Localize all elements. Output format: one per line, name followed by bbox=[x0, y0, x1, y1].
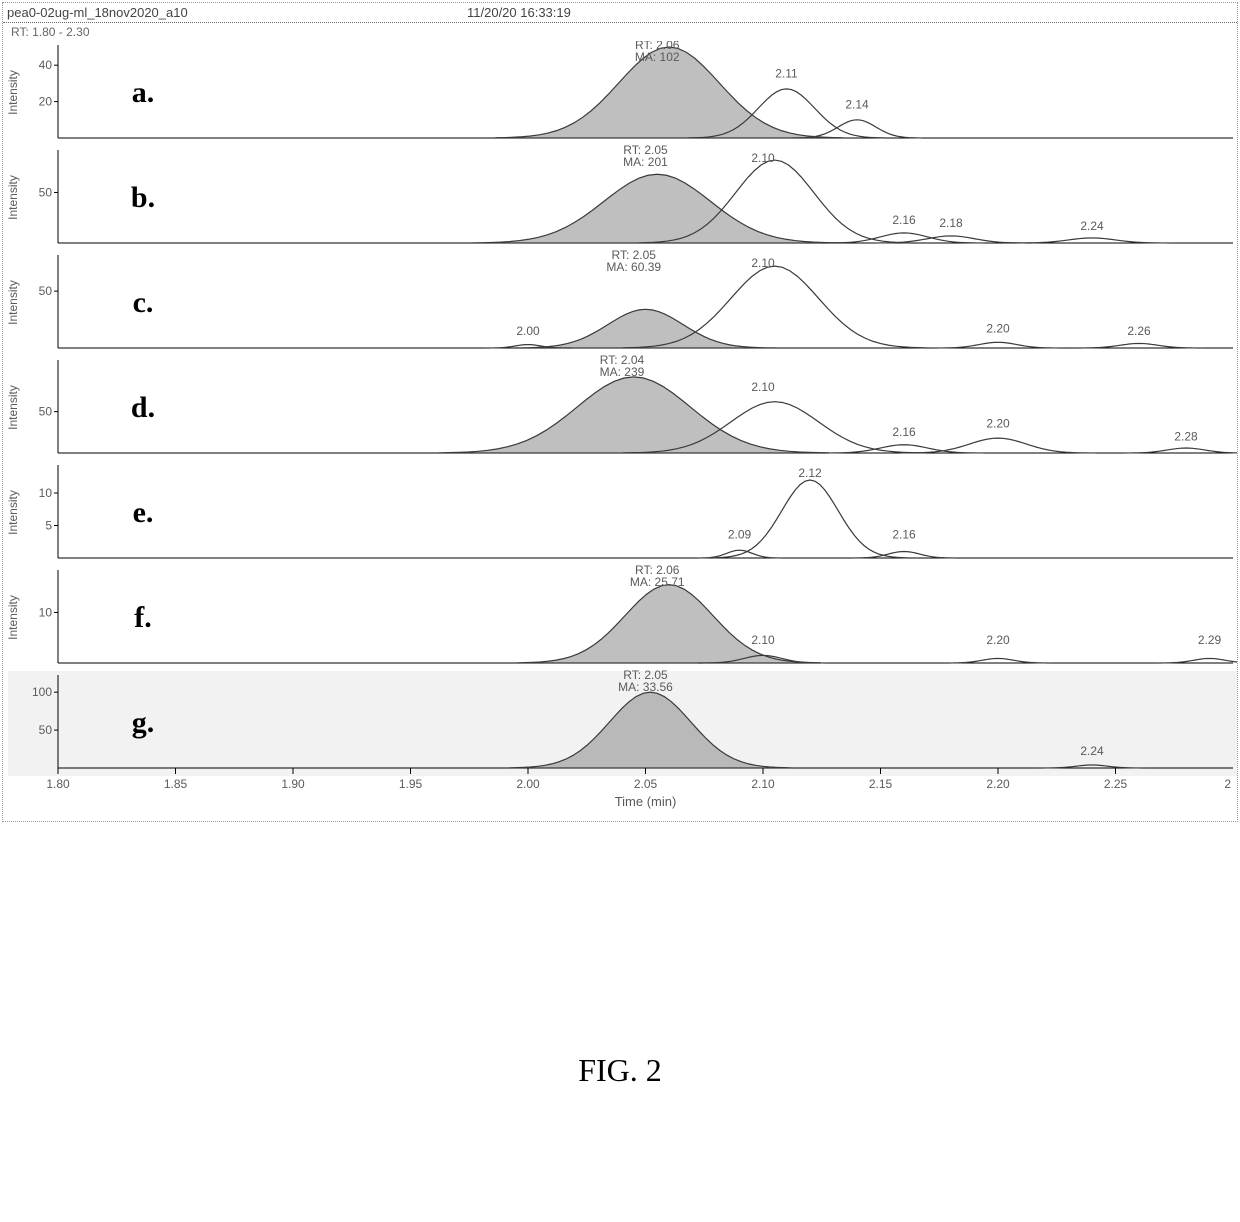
svg-text:Intensity: Intensity bbox=[6, 70, 20, 115]
panel-e: 5 10 Intensity 2.12 2.09 2.16 e. bbox=[3, 465, 1237, 566]
svg-text:2.20: 2.20 bbox=[986, 322, 1010, 336]
panel-f: 10IntensityRT: 2.06MA: 25.712.102.202.29… bbox=[3, 563, 1237, 671]
svg-text:2.10: 2.10 bbox=[751, 633, 775, 647]
svg-text:2.26: 2.26 bbox=[1127, 324, 1151, 338]
svg-text:50: 50 bbox=[39, 723, 53, 737]
svg-text:50: 50 bbox=[39, 185, 53, 199]
svg-text:Intensity: Intensity bbox=[6, 175, 20, 220]
svg-text:2.20: 2.20 bbox=[986, 777, 1010, 791]
svg-text:Intensity: Intensity bbox=[6, 595, 20, 640]
panel-d: 50IntensityRT: 2.04MA: 2392.102.162.202.… bbox=[3, 353, 1237, 461]
window-header: pea0-02ug-ml_18nov2020_a10 11/20/20 16:3… bbox=[3, 3, 1237, 23]
panel-a: 2040IntensityRT: 2.06MA: 1022.112.14a. bbox=[3, 41, 1237, 146]
svg-text:2.09: 2.09 bbox=[728, 527, 752, 541]
svg-text:1.90: 1.90 bbox=[281, 777, 305, 791]
svg-text:1.95: 1.95 bbox=[399, 777, 423, 791]
svg-text:f.: f. bbox=[134, 601, 152, 634]
svg-text:5: 5 bbox=[45, 519, 52, 533]
panel-g: 50100RT: 2.05MA: 33.562.24g. bbox=[3, 668, 1237, 776]
svg-text:100: 100 bbox=[32, 685, 52, 699]
svg-text:2.16: 2.16 bbox=[892, 213, 916, 227]
svg-text:2.15: 2.15 bbox=[869, 777, 893, 791]
svg-text:10: 10 bbox=[39, 486, 53, 500]
svg-text:MA: 25.71: MA: 25.71 bbox=[630, 575, 685, 589]
svg-text:2.29: 2.29 bbox=[1198, 633, 1222, 647]
svg-text:2.20: 2.20 bbox=[986, 633, 1010, 647]
datetime-label: 11/20/20 16:33:19 bbox=[467, 5, 571, 20]
svg-text:50: 50 bbox=[39, 405, 53, 419]
svg-text:MA: 60.39: MA: 60.39 bbox=[606, 260, 661, 274]
rt-range-label: RT: 1.80 - 2.30 bbox=[3, 23, 1237, 41]
svg-text:2.28: 2.28 bbox=[1174, 430, 1198, 444]
svg-text:2.14: 2.14 bbox=[845, 98, 869, 112]
svg-text:2.11: 2.11 bbox=[775, 67, 798, 81]
svg-text:40: 40 bbox=[39, 58, 53, 72]
svg-text:2.24: 2.24 bbox=[1080, 219, 1104, 233]
chromatogram-svg: 2040IntensityRT: 2.06MA: 1022.112.14a.50… bbox=[3, 41, 1237, 821]
svg-text:MA: 201: MA: 201 bbox=[623, 155, 668, 169]
svg-text:2.25: 2.25 bbox=[1104, 777, 1128, 791]
svg-text:1.80: 1.80 bbox=[46, 777, 70, 791]
svg-text:2.12: 2.12 bbox=[798, 466, 822, 480]
svg-text:2.20: 2.20 bbox=[986, 416, 1010, 430]
svg-text:2.16: 2.16 bbox=[892, 425, 916, 439]
svg-text:2.10: 2.10 bbox=[751, 380, 775, 394]
svg-text:a.: a. bbox=[132, 76, 155, 109]
svg-text:2.16: 2.16 bbox=[892, 527, 916, 541]
svg-text:MA: 102: MA: 102 bbox=[635, 50, 680, 64]
panel-b: 50IntensityRT: 2.05MA: 2012.102.162.182.… bbox=[3, 143, 1237, 251]
filename-label: pea0-02ug-ml_18nov2020_a10 bbox=[7, 5, 467, 20]
svg-text:Time (min): Time (min) bbox=[615, 794, 677, 809]
svg-text:Intensity: Intensity bbox=[6, 490, 20, 535]
svg-text:Intensity: Intensity bbox=[6, 385, 20, 430]
svg-text:1.85: 1.85 bbox=[164, 777, 188, 791]
svg-text:2.10: 2.10 bbox=[751, 151, 775, 165]
figure-caption: FIG. 2 bbox=[0, 1052, 1240, 1089]
svg-text:d.: d. bbox=[131, 391, 155, 424]
svg-text:c.: c. bbox=[133, 286, 154, 319]
svg-text:b.: b. bbox=[131, 181, 155, 214]
svg-text:2.18: 2.18 bbox=[939, 216, 963, 230]
svg-text:50: 50 bbox=[39, 284, 53, 298]
svg-text:20: 20 bbox=[39, 95, 53, 109]
svg-text:Intensity: Intensity bbox=[6, 280, 20, 325]
svg-text:e.: e. bbox=[133, 496, 154, 529]
panel-c: 50IntensityRT: 2.05MA: 60.392.102.002.20… bbox=[3, 248, 1237, 356]
chromatogram-window: pea0-02ug-ml_18nov2020_a10 11/20/20 16:3… bbox=[2, 2, 1238, 822]
svg-text:2.00: 2.00 bbox=[516, 324, 540, 338]
svg-text:2.10: 2.10 bbox=[751, 256, 775, 270]
svg-text:2.05: 2.05 bbox=[634, 777, 658, 791]
svg-text:2.24: 2.24 bbox=[1080, 744, 1104, 758]
svg-text:MA: 239: MA: 239 bbox=[600, 365, 645, 379]
svg-text:2.00: 2.00 bbox=[516, 777, 540, 791]
svg-text:MA: 33.56: MA: 33.56 bbox=[618, 680, 673, 694]
svg-text:g.: g. bbox=[132, 706, 155, 739]
chromatogram-panels: 2040IntensityRT: 2.06MA: 1022.112.14a.50… bbox=[3, 41, 1237, 821]
svg-text:2: 2 bbox=[1224, 777, 1231, 791]
svg-text:2.10: 2.10 bbox=[751, 777, 775, 791]
svg-text:10: 10 bbox=[39, 605, 53, 619]
